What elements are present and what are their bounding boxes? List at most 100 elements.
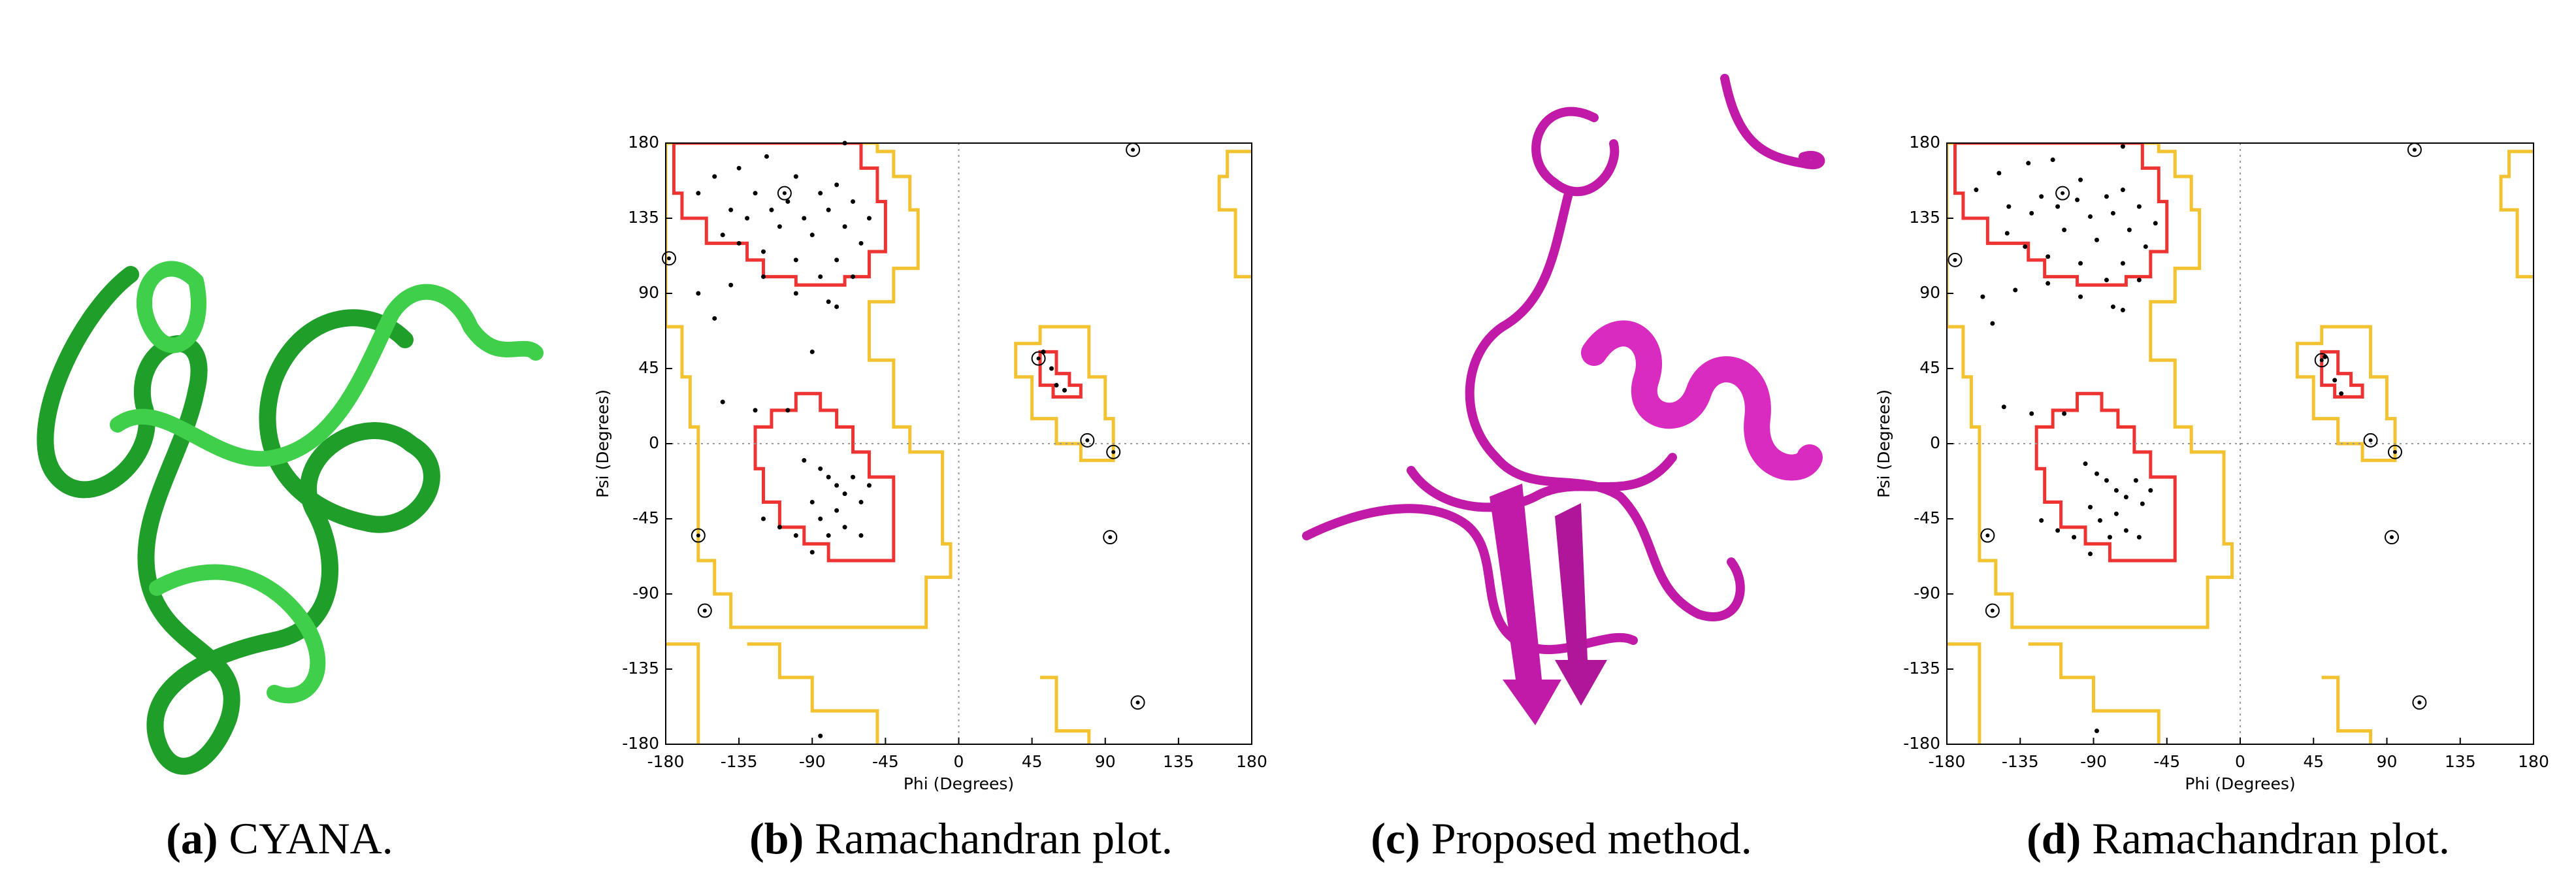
point (1974, 188, 1978, 192)
point (2104, 194, 2109, 199)
point (753, 191, 758, 195)
x-tick-label: -90 (2080, 752, 2107, 771)
y-tick-label: -180 (1903, 734, 1940, 753)
caption-text: Ramachandran plot. (815, 813, 1173, 863)
figure: (a) CYANA. (b) Ramachandran plot. (c) Pr… (0, 0, 2576, 871)
point (2005, 231, 2010, 236)
caption: (b) Ramachandran plot. (749, 813, 1173, 863)
circled-point (662, 252, 676, 265)
point-dot (2417, 700, 2421, 704)
point-dot (1953, 258, 1957, 262)
point (2104, 478, 2109, 483)
point (2121, 144, 2125, 149)
point (2088, 214, 2093, 219)
circled-point (1948, 254, 1961, 267)
point (843, 141, 847, 146)
point (2098, 518, 2102, 523)
point (810, 350, 815, 354)
point (712, 316, 717, 321)
x-tick-label: -45 (2153, 752, 2180, 771)
point (2137, 535, 2142, 540)
point (826, 208, 831, 212)
point (761, 250, 766, 254)
point (834, 508, 839, 513)
circled-point (2408, 143, 2421, 156)
y-tick-label: -45 (1914, 508, 1940, 527)
caption-text: CYANA. (229, 813, 393, 863)
point (794, 291, 798, 296)
point (2006, 205, 2011, 209)
point (737, 166, 742, 171)
point (802, 458, 806, 463)
point (859, 241, 864, 246)
point (712, 174, 717, 179)
point (2339, 391, 2343, 396)
point (851, 199, 855, 204)
point (859, 533, 864, 538)
point (843, 525, 847, 529)
point (2124, 495, 2128, 499)
y-tick-label: -90 (632, 583, 659, 602)
point (1062, 388, 1067, 393)
point (1997, 171, 2001, 176)
caption-label: (b) (749, 813, 804, 863)
point (2026, 161, 2030, 165)
point (696, 291, 700, 296)
point (2121, 308, 2125, 312)
point (2114, 512, 2119, 516)
point (794, 174, 798, 179)
point (745, 216, 749, 221)
x-axis-label: Phi (Degrees) (2185, 774, 2295, 793)
point-dot (667, 256, 671, 260)
point (2075, 197, 2079, 202)
y-tick-label: 135 (1909, 208, 1940, 227)
point-dot (1136, 700, 1140, 704)
point-dot (783, 191, 787, 195)
point (834, 304, 839, 309)
point (818, 734, 823, 738)
point (2083, 461, 2088, 466)
point (2088, 505, 2093, 510)
point (2055, 205, 2060, 209)
point (761, 274, 766, 279)
point-dot (2393, 450, 2397, 454)
x-tick-label: 45 (1022, 752, 1043, 771)
x-tick-label: 135 (2445, 752, 2476, 771)
caption-label: (d) (2027, 813, 2081, 863)
point (2111, 304, 2115, 309)
y-tick-label: -180 (622, 734, 659, 753)
circled-point (1103, 531, 1117, 544)
point-dot (1108, 535, 1112, 539)
point (818, 274, 823, 279)
y-tick-label: -90 (1914, 583, 1940, 602)
y-axis-label: Psi (Degrees) (1874, 389, 1893, 498)
point-dot (1085, 438, 1089, 442)
protein-proposed (1307, 78, 1820, 725)
y-tick-label: 45 (1919, 358, 1940, 377)
point (696, 191, 700, 195)
x-tick-label: 0 (2235, 752, 2245, 771)
point-dot (2390, 535, 2394, 539)
point (810, 233, 815, 237)
point (826, 299, 831, 304)
x-tick-label: 180 (1236, 752, 1267, 771)
y-tick-label: 0 (1930, 433, 1940, 452)
point (2144, 244, 2148, 249)
point (867, 483, 872, 487)
caption: (d) Ramachandran plot. (2027, 813, 2450, 863)
caption-text: Ramachandran plot. (2092, 813, 2450, 863)
point (843, 224, 847, 229)
point (2137, 278, 2142, 282)
x-tick-label: 90 (2377, 752, 2398, 771)
point (2095, 238, 2099, 242)
point (2039, 518, 2044, 523)
point (2104, 278, 2109, 282)
x-tick-label: -90 (799, 752, 826, 771)
point-dot (1991, 609, 1995, 613)
point (2055, 528, 2060, 533)
point (818, 467, 823, 471)
point (810, 550, 815, 555)
point (2062, 412, 2066, 416)
point (2029, 412, 2034, 416)
